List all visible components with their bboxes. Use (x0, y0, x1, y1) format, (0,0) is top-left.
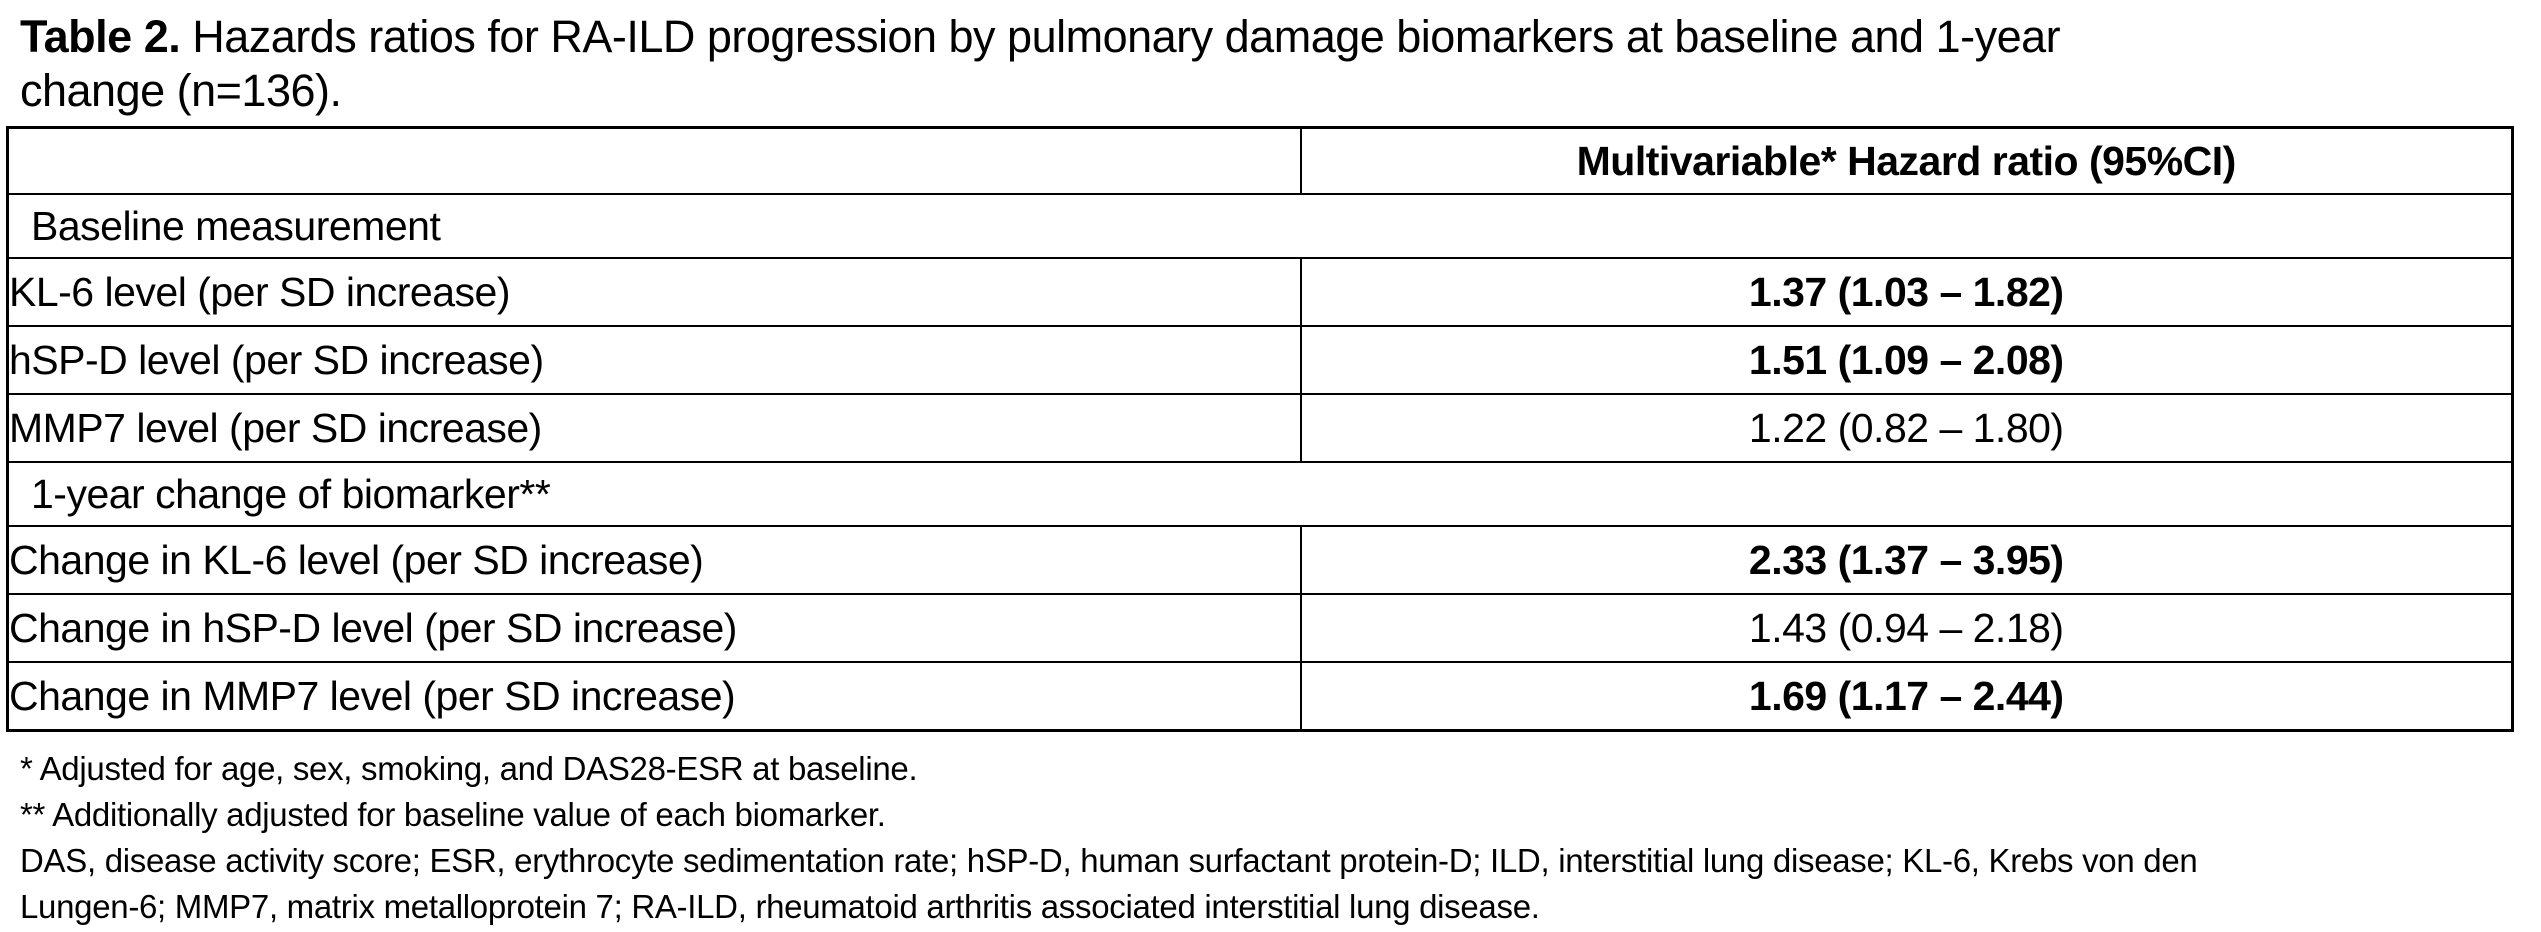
table-row: MMP7 level (per SD increase) 1.22 (0.82 … (6, 393, 2514, 463)
hazard-ratio-value: 1.37 (1.03 – 1.82) (1299, 257, 2514, 327)
table-notes: * Adjusted for age, sex, smoking, and DA… (20, 746, 2530, 930)
hazard-ratio-value: 1.51 (1.09 – 2.08) (1299, 325, 2514, 395)
biomarker-label: hSP-D level (per SD increase) (6, 325, 1302, 395)
caption-line-1: Table 2. Hazards ratios for RA-ILD progr… (20, 10, 2520, 64)
section-row-baseline: Baseline measurement (6, 193, 2514, 259)
hazard-ratio-table: Multivariable* Hazard ratio (95%CI) Base… (6, 126, 2514, 732)
section-label: 1-year change of biomarker** (6, 461, 2514, 527)
hazard-ratio-value: 1.43 (0.94 – 2.18) (1299, 593, 2514, 663)
table-row: Change in KL-6 level (per SD increase) 2… (6, 525, 2514, 595)
section-label: Baseline measurement (6, 193, 2514, 259)
hazard-ratio-value: 1.69 (1.17 – 2.44) (1299, 661, 2514, 732)
table-row: KL-6 level (per SD increase) 1.37 (1.03 … (6, 257, 2514, 327)
hazard-ratio-value: 1.22 (0.82 – 1.80) (1299, 393, 2514, 463)
biomarker-label: KL-6 level (per SD increase) (6, 257, 1302, 327)
biomarker-label: Change in hSP-D level (per SD increase) (6, 593, 1302, 663)
caption-text: Hazards ratios for RA-ILD progression by… (180, 11, 2061, 62)
table-row: Change in hSP-D level (per SD increase) … (6, 593, 2514, 663)
table-header-row: Multivariable* Hazard ratio (95%CI) (6, 126, 2514, 195)
table-row: Change in MMP7 level (per SD increase) 1… (6, 661, 2514, 732)
table-caption: Table 2. Hazards ratios for RA-ILD progr… (20, 10, 2520, 118)
biomarker-label: MMP7 level (per SD increase) (6, 393, 1302, 463)
caption-table-number: Table 2. (20, 11, 181, 62)
footnote-adjusted: * Adjusted for age, sex, smoking, and DA… (20, 750, 918, 787)
hazard-ratio-value: 2.33 (1.37 – 3.95) (1299, 525, 2514, 595)
footnote-additionally-adjusted: ** Additionally adjusted for baseline va… (20, 796, 886, 833)
header-empty-cell (6, 126, 1302, 195)
biomarker-label: Change in KL-6 level (per SD increase) (6, 525, 1302, 595)
header-hazard-ratio-cell: Multivariable* Hazard ratio (95%CI) (1299, 126, 2514, 195)
section-row-one-year-change: 1-year change of biomarker** (6, 461, 2514, 527)
abbreviations-line-1: DAS, disease activity score; ESR, erythr… (20, 842, 2198, 879)
abbreviations-line-2: Lungen-6; MMP7, matrix metalloprotein 7;… (20, 888, 1540, 925)
biomarker-label: Change in MMP7 level (per SD increase) (6, 661, 1302, 732)
caption-line-2: change (n=136). (20, 65, 342, 116)
table-row: hSP-D level (per SD increase) 1.51 (1.09… (6, 325, 2514, 395)
